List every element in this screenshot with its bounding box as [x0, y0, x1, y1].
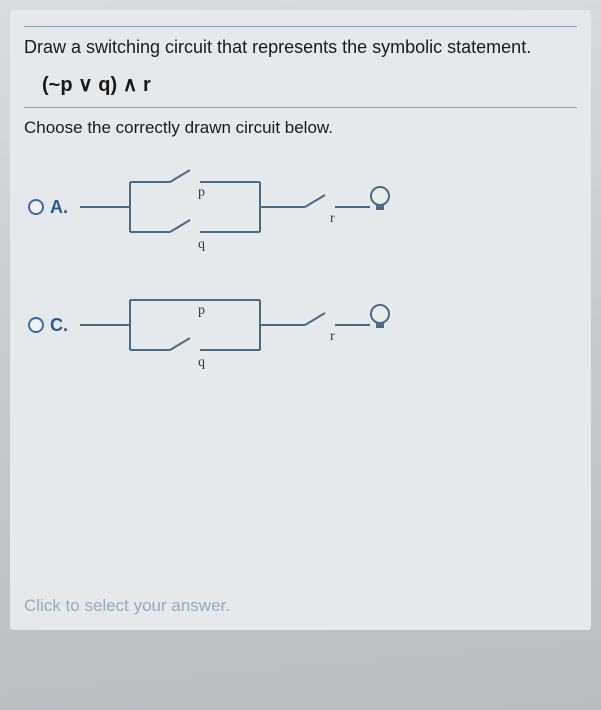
circuit-c-p-label: p — [198, 303, 205, 318]
radio-a[interactable] — [28, 199, 44, 215]
question-text: Draw a switching circuit that represents… — [24, 37, 577, 58]
circuit-c-q-label: q — [198, 355, 205, 370]
option-c-label: C. — [50, 315, 80, 336]
option-a-row[interactable]: A. p q — [28, 162, 577, 252]
footer-hint[interactable]: Click to select your answer. — [24, 596, 230, 616]
option-a-label: A. — [50, 197, 80, 218]
options-container: A. p q — [24, 162, 577, 370]
circuit-a-q-label: q — [198, 237, 205, 252]
circuit-c-r-label: r — [330, 329, 335, 344]
option-c-row[interactable]: C. p q — [28, 280, 577, 370]
expression: (~p ∨ q) ∧ r — [42, 72, 577, 97]
circuit-a-p-label: p — [198, 185, 205, 200]
circuit-a: p q r — [80, 162, 410, 252]
choose-prompt: Choose the correctly drawn circuit below… — [24, 118, 577, 138]
top-rule — [24, 26, 577, 27]
radio-c[interactable] — [28, 317, 44, 333]
circuit-c: p q r — [80, 280, 410, 370]
question-panel: Draw a switching circuit that represents… — [10, 10, 591, 630]
circuit-a-r-label: r — [330, 211, 335, 226]
mid-rule — [24, 107, 577, 108]
